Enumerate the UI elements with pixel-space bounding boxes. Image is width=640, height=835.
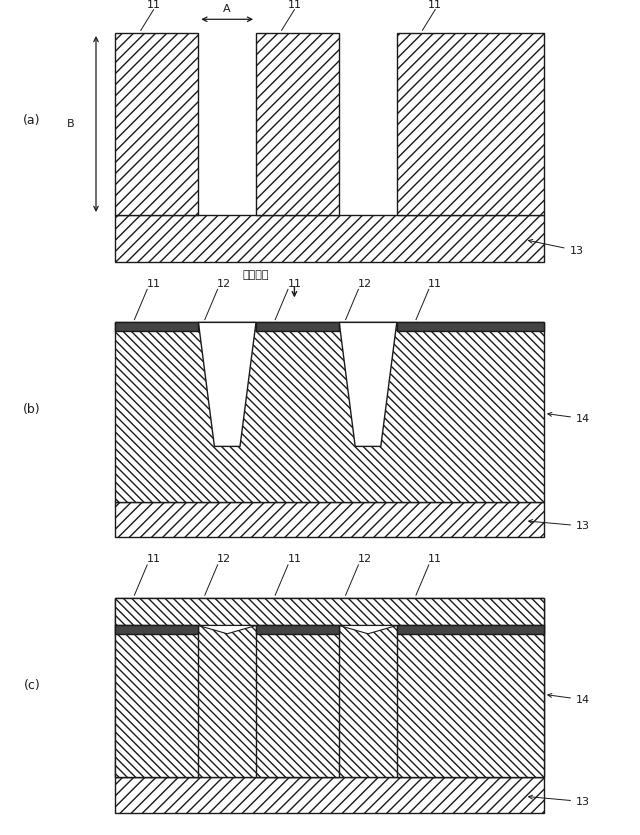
Text: 13: 13 [529, 519, 590, 531]
Bar [397, 33, 544, 215]
Text: 原料ガス: 原料ガス [243, 271, 269, 281]
Bar [115, 215, 544, 261]
Text: 13: 13 [529, 795, 590, 807]
Bar [115, 33, 198, 215]
Text: (b): (b) [23, 403, 41, 417]
Bar [115, 777, 544, 813]
Text: 12: 12 [358, 279, 372, 289]
Bar [115, 502, 544, 538]
Text: 11: 11 [428, 279, 442, 289]
Text: A: A [223, 4, 231, 13]
Bar [256, 33, 339, 215]
Text: 12: 12 [217, 279, 231, 289]
Text: 14: 14 [548, 412, 590, 423]
Text: (c): (c) [24, 679, 40, 692]
Text: 11: 11 [287, 0, 301, 10]
Bar [397, 625, 544, 634]
Text: 11: 11 [147, 554, 161, 564]
Text: 12: 12 [217, 554, 231, 564]
Polygon shape [198, 625, 256, 634]
Polygon shape [339, 625, 397, 634]
Text: 12: 12 [358, 554, 372, 564]
Text: 13: 13 [529, 240, 584, 256]
Bar [397, 322, 544, 331]
Text: 11: 11 [428, 0, 442, 10]
Bar [256, 625, 339, 634]
Bar [256, 322, 339, 331]
Text: 11: 11 [147, 279, 161, 289]
Text: 11: 11 [147, 0, 161, 10]
Bar [115, 625, 198, 777]
Text: 11: 11 [287, 554, 301, 564]
Text: 11: 11 [428, 554, 442, 564]
Bar [397, 625, 544, 777]
Bar [115, 322, 544, 502]
Text: (a): (a) [23, 114, 41, 127]
Bar [115, 598, 544, 777]
Bar [256, 625, 339, 777]
Polygon shape [339, 322, 397, 447]
Text: B: B [67, 119, 74, 129]
Bar [115, 598, 544, 625]
Text: 11: 11 [287, 279, 301, 289]
Polygon shape [198, 322, 256, 447]
Bar [115, 322, 198, 331]
Bar [115, 625, 198, 634]
Text: 14: 14 [548, 694, 590, 705]
